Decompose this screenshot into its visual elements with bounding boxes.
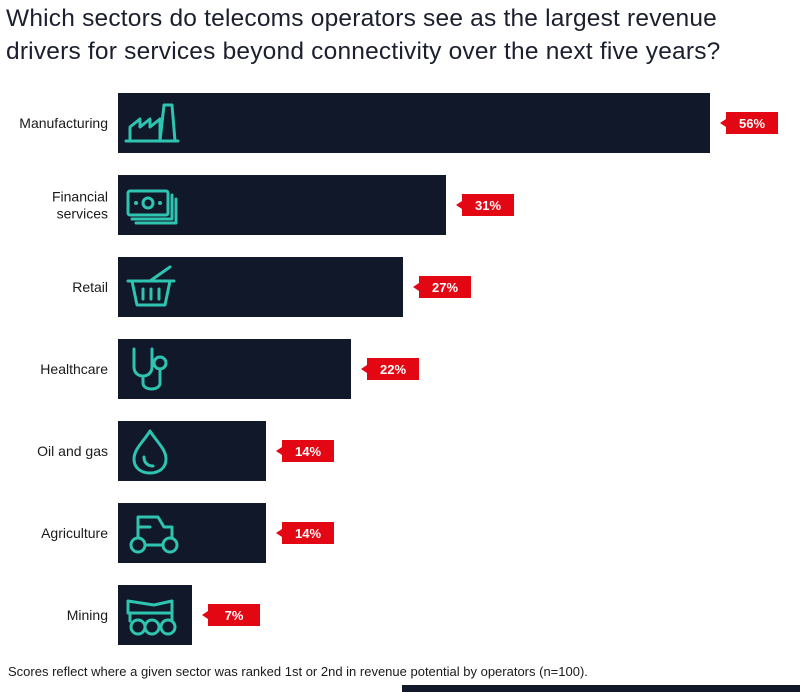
bar-manufacturing (118, 93, 710, 153)
dump-truck-icon (126, 599, 177, 636)
category-label: Retail (72, 279, 108, 295)
value-label: 22% (380, 362, 406, 377)
category-label: Agriculture (41, 525, 108, 541)
value-label: 56% (739, 116, 765, 131)
category-label: Financial (52, 189, 108, 205)
value-label: 14% (295, 444, 321, 459)
chart-title: Which sectors do telecoms operators see … (6, 5, 721, 65)
category-label: Mining (67, 607, 108, 623)
value-tag (276, 440, 334, 462)
bar-agriculture (118, 503, 266, 563)
value-tag (276, 522, 334, 544)
footnote: Scores reflect where a given sector was … (8, 664, 588, 679)
category-label: services (57, 206, 108, 222)
category-label: Manufacturing (19, 115, 108, 131)
value-tag (456, 194, 514, 216)
droplet-icon (132, 429, 168, 475)
value-tag (413, 276, 471, 298)
category-label: Healthcare (40, 361, 108, 377)
category-label: Oil and gas (37, 443, 108, 459)
factory-icon (124, 103, 180, 143)
basket-icon (126, 265, 176, 307)
decorative-bar (402, 685, 800, 692)
banknotes-icon (126, 189, 178, 225)
tractor-icon (129, 515, 179, 554)
value-tag (202, 604, 260, 626)
value-label: 31% (475, 198, 501, 213)
value-label: 14% (295, 526, 321, 541)
value-tag (361, 358, 419, 380)
value-label: 7% (225, 608, 244, 623)
value-label: 27% (432, 280, 458, 295)
stethoscope-icon (132, 347, 168, 391)
bar-retail (118, 257, 403, 317)
value-tag (720, 112, 778, 134)
